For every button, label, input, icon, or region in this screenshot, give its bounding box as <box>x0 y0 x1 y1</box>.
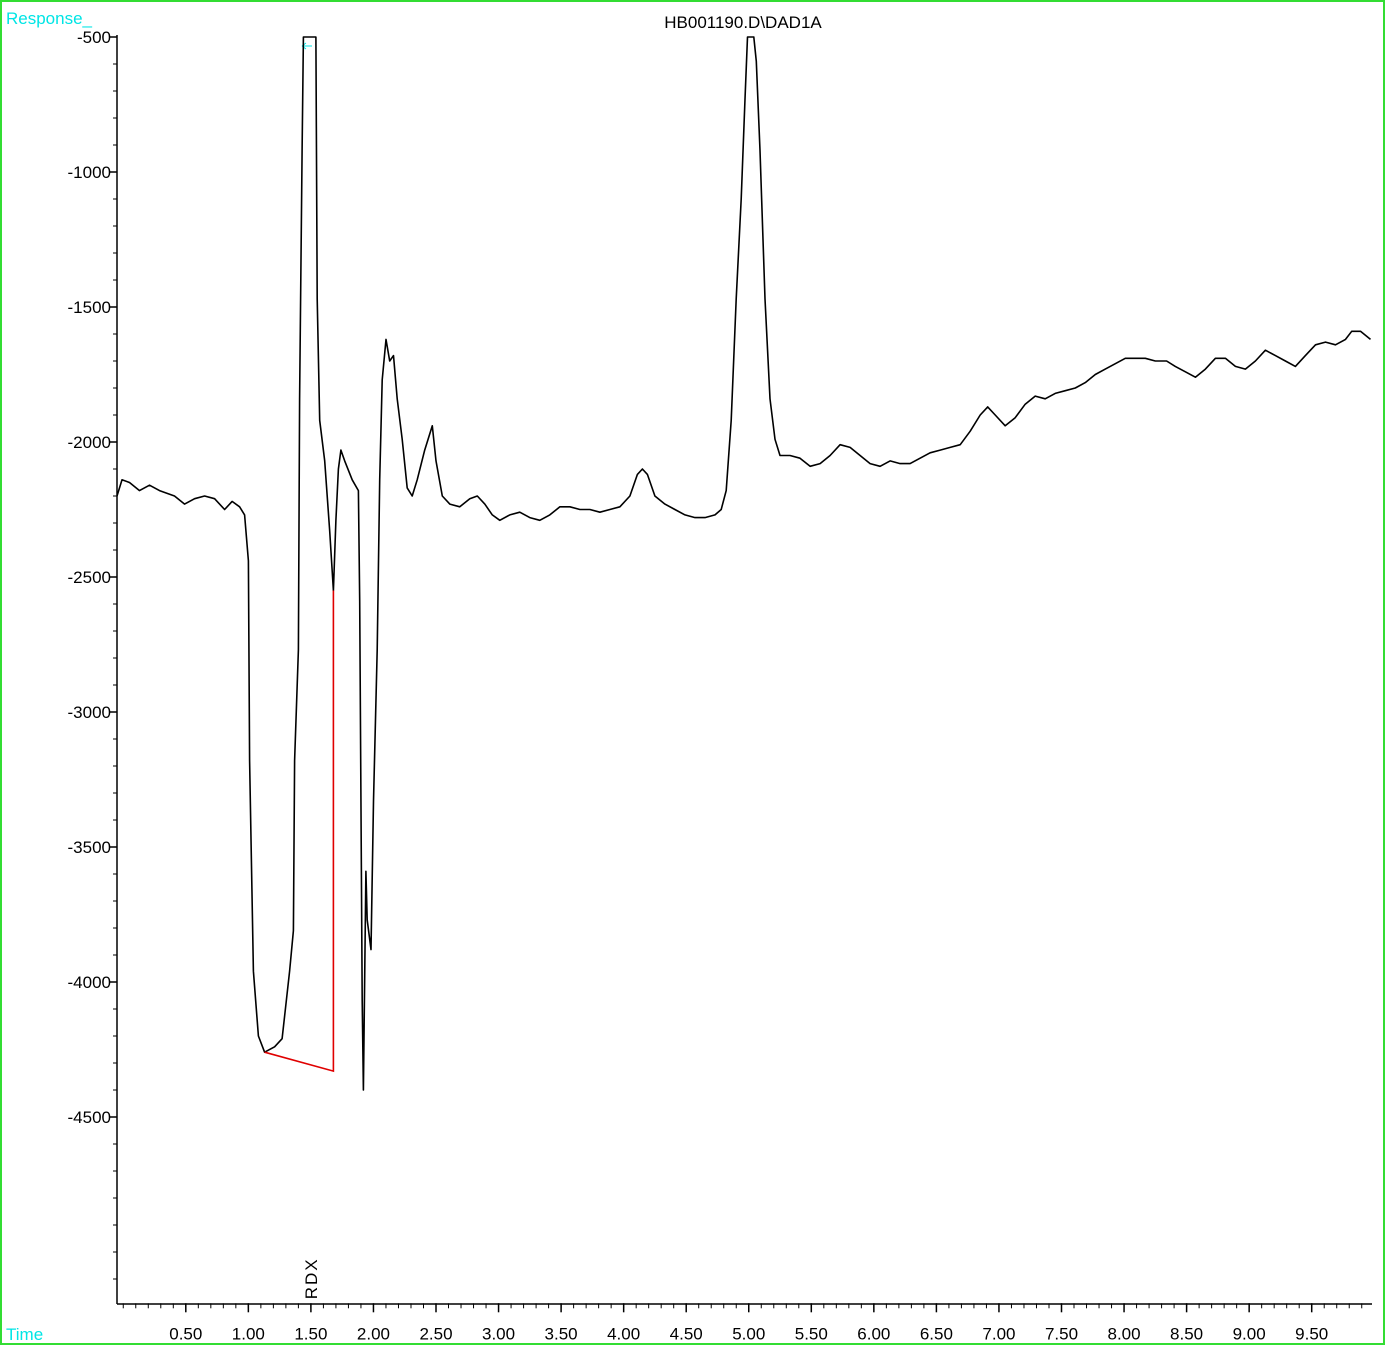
x-tick-label: 3.00 <box>482 1324 515 1343</box>
x-tick-label: 5.00 <box>732 1324 765 1343</box>
x-tick-label: 2.50 <box>419 1324 452 1343</box>
trace <box>117 36 1372 1091</box>
x-tick-label: 1.00 <box>232 1324 265 1343</box>
x-tick-label: 7.50 <box>1045 1324 1078 1343</box>
x-tick-label: 4.50 <box>670 1324 703 1343</box>
x-tick-label: 8.00 <box>1108 1324 1141 1343</box>
x-tick-label: 7.00 <box>982 1324 1015 1343</box>
y-axis-label: Response_ <box>6 9 93 28</box>
x-tick-label: 6.00 <box>857 1324 890 1343</box>
x-tick-label: 6.50 <box>920 1324 953 1343</box>
peak-label: RDX <box>302 1257 321 1299</box>
plot-area <box>117 36 1372 1091</box>
y-tick-label: -2500 <box>68 568 111 587</box>
chart-title: HB001190.D\DAD1A <box>664 13 822 32</box>
x-tick-label: 8.50 <box>1170 1324 1203 1343</box>
y-tick-label: -3000 <box>68 703 111 722</box>
x-axis-label: Time <box>6 1325 43 1344</box>
x-tick-label: 2.00 <box>357 1324 390 1343</box>
y-tick-label: -1500 <box>68 298 111 317</box>
y-tick-label: -500 <box>77 28 111 47</box>
y-tick-label: -3500 <box>68 838 111 857</box>
x-tick-label: 1.50 <box>294 1324 327 1343</box>
x-tick-label: 5.50 <box>795 1324 828 1343</box>
y-tick-label: -2000 <box>68 433 111 452</box>
integration-baseline <box>264 590 335 1073</box>
x-tick-label: 9.50 <box>1295 1324 1328 1343</box>
x-tick-label: 3.50 <box>545 1324 578 1343</box>
y-tick-label: -1000 <box>68 163 111 182</box>
x-tick-label: 9.00 <box>1233 1324 1266 1343</box>
x-tick-label: 0.50 <box>169 1324 202 1343</box>
x-tick-label: 4.00 <box>607 1324 640 1343</box>
y-tick-label: -4000 <box>68 973 111 992</box>
y-tick-label: -4500 <box>68 1108 111 1127</box>
